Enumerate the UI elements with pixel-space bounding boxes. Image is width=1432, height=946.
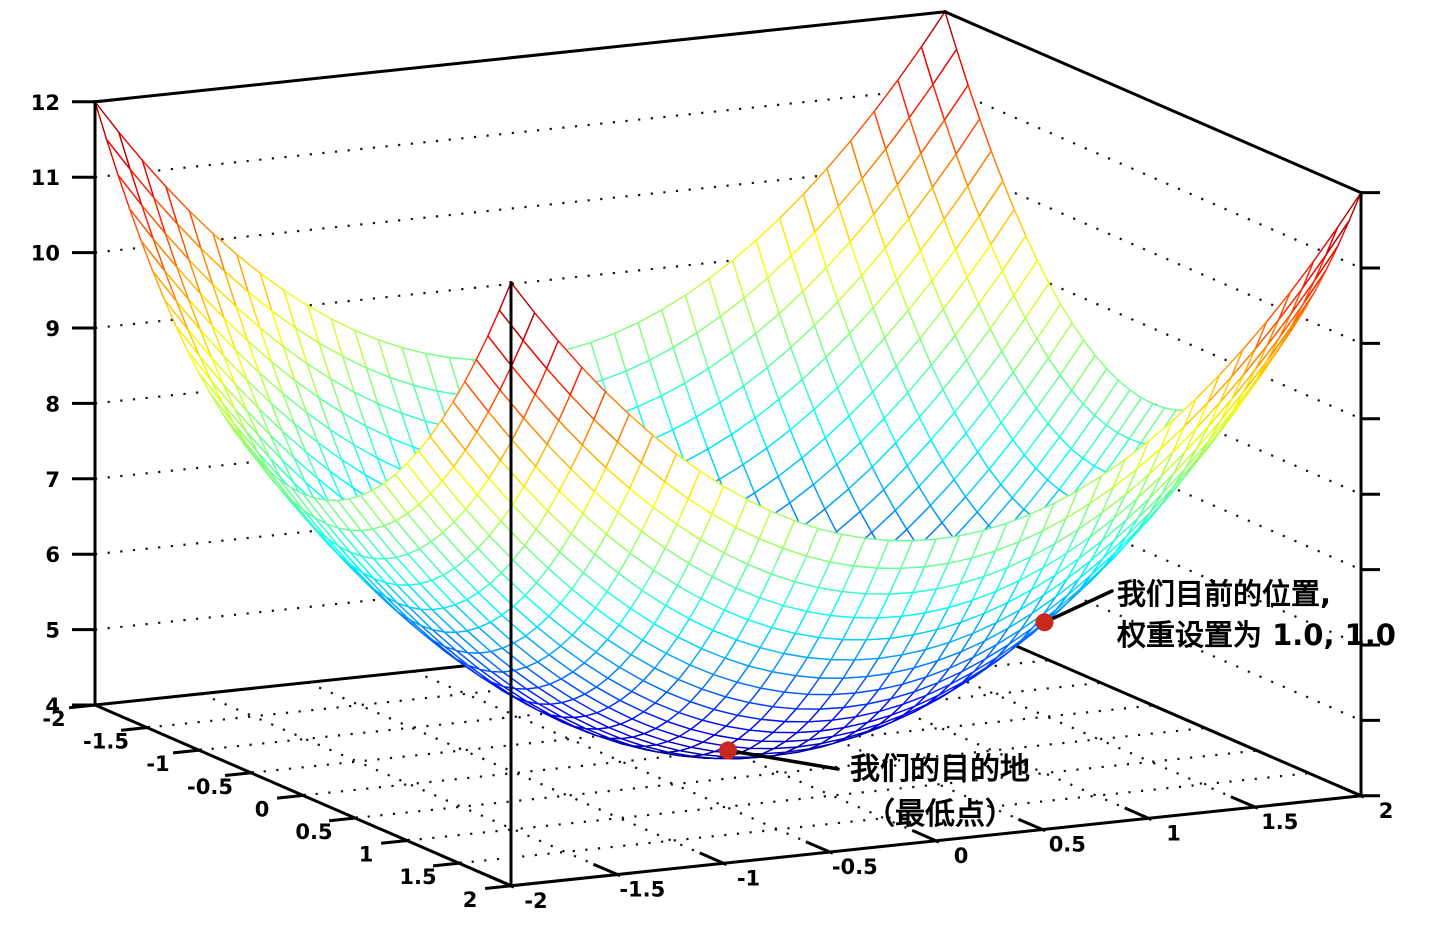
tick-label: 1.5 [1261,810,1298,834]
annotation-current-line1: 我们目前的位置, [1117,577,1332,611]
tick-label: -1.5 [619,878,665,902]
tick-label: 1.5 [399,865,436,889]
surface-mesh [94,11,1362,760]
tick-label: -2 [524,889,547,913]
tick-label: 12 [31,91,60,115]
point-markers [719,589,1114,771]
annotation-current-line2: 权重设置为 1.0, 1.0 [1117,618,1396,652]
tick-label: 0.5 [1049,833,1086,857]
tick-label: 2 [463,888,478,912]
axis-ticks [68,100,1380,890]
tick-label: -0.5 [187,775,233,799]
annotation-destination-line1: 我们的目的地 [850,752,1030,787]
tick-label: -0.5 [832,855,878,879]
tick-label: 1 [1166,821,1181,845]
tick-label: 2 [1379,799,1394,823]
current-position-marker [1035,613,1054,632]
tick-label: 4 [45,694,60,718]
tick-label: 9 [45,317,60,341]
annotation-destination-line2: （最低点） [865,797,1015,832]
tick-label: 7 [45,468,60,492]
destination-marker [719,741,737,760]
tick-label: -1 [146,752,169,776]
tick-label: 0 [954,844,969,868]
annotation-current-position: 我们目前的位置, 权重设置为 1.0, 1.0 [1117,574,1396,656]
tick-label: 0.5 [295,820,332,844]
tick-label: 10 [31,242,60,266]
tick-label: 0 [255,797,270,821]
tick-label: -1 [737,866,760,890]
tick-label: -2 [42,707,65,731]
tick-label: 1 [359,843,374,867]
tick-label: 6 [45,543,60,567]
tick-label: -1.5 [83,730,129,754]
tick-label: 11 [31,166,60,190]
tick-label: 8 [45,392,60,416]
annotation-destination: 我们的目的地 （最低点） [838,747,1042,837]
tick-label: 5 [45,619,60,643]
